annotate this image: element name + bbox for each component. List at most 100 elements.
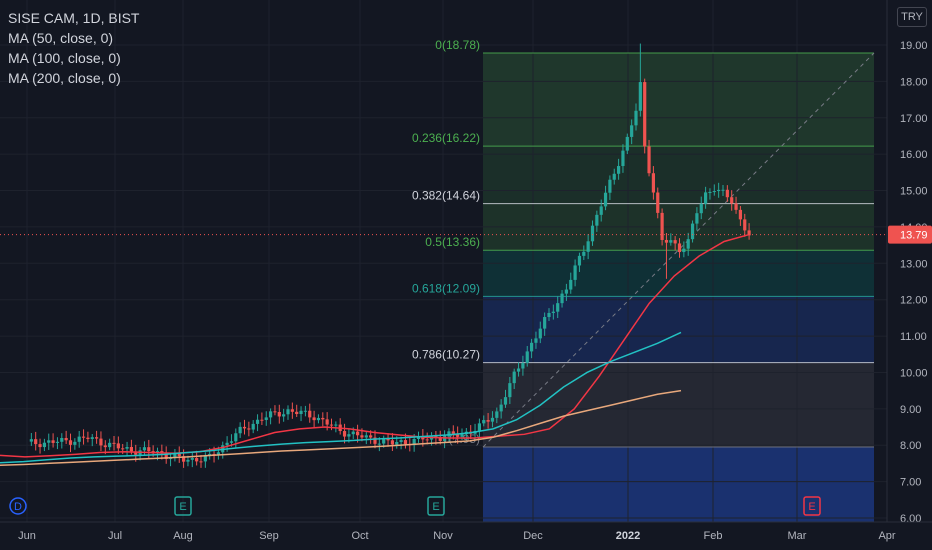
candle-body (29, 439, 33, 442)
candle-body (690, 223, 695, 240)
candle-body (99, 438, 103, 446)
candle-body (525, 351, 529, 364)
price-tick-label: 13.00 (900, 258, 928, 270)
legend-ma200[interactable]: MA (200, close, 0) (8, 70, 121, 86)
legend-symbol[interactable]: SISE CAM, 1D, BIST (8, 10, 140, 26)
candle-body (129, 446, 133, 452)
candle-body (282, 414, 286, 417)
ma-line (0, 233, 750, 458)
earnings-marker (803, 496, 821, 516)
candle-body (234, 433, 238, 442)
candle-body (695, 213, 699, 224)
price-tick-label: 15.00 (900, 186, 928, 198)
candle-body (238, 426, 242, 434)
event-marker-label: D (14, 501, 22, 513)
candle-body (669, 240, 673, 243)
candle-body (55, 441, 60, 443)
candle-body (551, 311, 555, 313)
legend-ma50[interactable]: MA (50, close, 0) (8, 30, 114, 46)
legend-ma100[interactable]: MA (100, close, 0) (8, 50, 121, 66)
candle-body (590, 225, 595, 242)
candle-body (573, 265, 577, 280)
candle-body (390, 440, 394, 445)
candle-body (329, 424, 334, 426)
time-tick-label: Feb (704, 530, 723, 542)
time-tick-label: Aug (173, 530, 193, 542)
candle-body (521, 363, 525, 369)
candle-body (182, 456, 186, 462)
candle-body (121, 448, 125, 450)
event-marker-label: E (808, 501, 815, 513)
candle-body (499, 404, 503, 412)
time-tick-label: Jun (18, 530, 36, 542)
candle-body (164, 453, 168, 459)
candle-body (260, 419, 264, 421)
candle-body (364, 435, 368, 438)
candle-body (38, 444, 42, 448)
price-tick-label: 18.00 (900, 76, 928, 88)
candle-body (173, 453, 177, 458)
candle-body (425, 439, 429, 441)
candle-body (743, 219, 747, 231)
candle-body (295, 411, 299, 415)
fib-label: 0.236(16.22) (412, 131, 480, 145)
price-tick-label: 16.00 (900, 149, 928, 161)
candle-body (612, 173, 616, 180)
candle-body (299, 410, 303, 415)
candle-body (625, 136, 629, 151)
candle-body (112, 442, 116, 444)
earnings-marker (174, 496, 192, 516)
candle-body (382, 438, 386, 444)
fib-label: 0.618(12.09) (412, 281, 480, 295)
candle-body (530, 342, 534, 352)
candle-body (638, 82, 642, 111)
candle-body (290, 409, 294, 412)
candle-body (547, 312, 551, 318)
candle-body (142, 447, 147, 451)
ma-line (0, 389, 682, 466)
candle-body (199, 461, 203, 463)
price-tick-label: 17.00 (900, 113, 928, 125)
last-price-label: 13.79 (900, 230, 928, 242)
candle-body (303, 410, 307, 412)
candle-body (229, 441, 234, 443)
candle-body (673, 240, 677, 244)
candle-body (543, 317, 547, 329)
candle-body (456, 433, 460, 437)
ma-line (0, 331, 682, 464)
candle-body (686, 239, 690, 249)
candle-body (617, 166, 621, 174)
currency-button[interactable]: TRY (897, 7, 927, 27)
fib-lines: 0(18.78) 0.236(16.22) 0.382(14.64) 0.5(13.3… (412, 38, 874, 448)
candle-body (708, 191, 712, 193)
fib-zone (483, 146, 874, 204)
candle-body (64, 437, 68, 441)
candle-body (347, 434, 351, 437)
time-tick-label: Jul (108, 530, 122, 542)
candle-body (643, 82, 647, 147)
candle-body (534, 338, 538, 343)
candle-body (664, 239, 669, 243)
candle-body (599, 206, 603, 215)
candle-body (412, 438, 416, 446)
time-tick-label: Dec (523, 530, 543, 542)
candle-body (321, 417, 325, 420)
candle-body (247, 428, 251, 430)
candle-body (477, 423, 481, 431)
time-tick-label: Oct (351, 530, 368, 542)
candle-body (538, 328, 542, 339)
candle-body (508, 383, 512, 398)
legend: SISE CAM, 1D, BIST MA (50, close, 0) MA … (8, 8, 139, 88)
candle-body (438, 437, 442, 441)
candle-body (656, 192, 660, 213)
candle-body (51, 440, 55, 443)
candle-body (216, 452, 220, 456)
ma-lines (0, 233, 750, 466)
candle-body (721, 189, 725, 191)
candle-body (312, 417, 316, 421)
candle-body (325, 419, 329, 425)
price-tick-label: 9.00 (900, 404, 921, 416)
candle-body (651, 173, 655, 193)
